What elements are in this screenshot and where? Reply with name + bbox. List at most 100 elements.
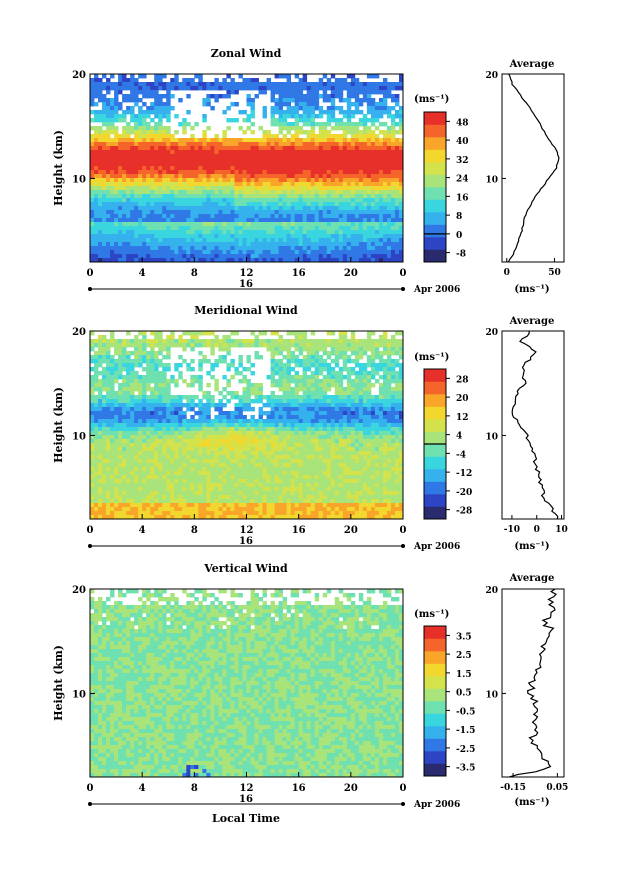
heatmap-cell <box>186 339 191 344</box>
heatmap-cell <box>98 182 103 187</box>
heatmap-cell <box>310 343 316 348</box>
heatmap-cell <box>338 186 344 191</box>
heatmap-cell <box>226 86 231 91</box>
heatmap-cell <box>386 383 392 388</box>
heatmap-cell <box>302 174 308 179</box>
heatmap-cell <box>254 146 259 151</box>
heatmap-cell <box>378 415 384 420</box>
heatmap-cell <box>270 110 275 115</box>
heatmap-cell <box>334 174 340 179</box>
heatmap-cell <box>106 78 111 83</box>
heatmap-cell <box>346 411 352 416</box>
heatmap-cell <box>146 226 151 231</box>
heatmap-cell <box>318 154 324 159</box>
heatmap-cell <box>142 142 147 147</box>
heatmap-cell <box>254 431 259 436</box>
heatmap-cell <box>154 238 159 243</box>
heatmap-cell <box>162 254 167 259</box>
heatmap-cell <box>346 210 352 215</box>
heatmap-cell <box>334 138 340 143</box>
heatmap-cell <box>174 182 179 187</box>
heatmap-cell <box>222 170 227 175</box>
heatmap-cell <box>102 226 107 231</box>
heatmap-cell <box>310 238 316 243</box>
heatmap-cell <box>222 86 227 91</box>
heatmap-cell <box>290 94 296 99</box>
heatmap-cell <box>350 138 356 143</box>
heatmap-cell <box>106 387 111 392</box>
heatmap-cell <box>158 431 163 436</box>
heatmap-cell <box>294 242 300 247</box>
heatmap-cell <box>370 242 376 247</box>
heatmap-cell <box>398 106 404 111</box>
heatmap-cell <box>94 110 99 115</box>
heatmap-cell <box>166 138 171 143</box>
heatmap-cell <box>334 359 340 364</box>
heatmap-cell <box>134 234 139 239</box>
heatmap-cell <box>210 435 215 440</box>
heatmap-cell <box>358 395 364 400</box>
heatmap-cell <box>282 110 288 115</box>
heatmap-cell <box>138 331 143 336</box>
heatmap-cell <box>186 395 191 400</box>
heatmap-cell <box>226 415 231 420</box>
heatmap-cell <box>266 242 271 247</box>
heatmap-cell <box>206 190 211 195</box>
heatmap-cell <box>234 419 239 424</box>
heatmap-cell <box>310 194 316 199</box>
heatmap-cell <box>102 375 107 380</box>
heatmap-cell <box>182 339 187 344</box>
heatmap-cell <box>302 166 308 171</box>
heatmap-cell <box>370 178 376 183</box>
heatmap-cell <box>370 122 376 127</box>
heatmap-cell <box>158 122 163 127</box>
heatmap-cell <box>174 222 179 227</box>
heatmap-cell <box>210 347 215 352</box>
heatmap-cell <box>290 166 296 171</box>
heatmap-cell <box>90 202 95 207</box>
heatmap-cell <box>334 154 340 159</box>
heatmap-cell <box>110 86 115 91</box>
heatmap-cell <box>182 347 187 352</box>
heatmap-cell <box>134 383 139 388</box>
heatmap-cell <box>162 246 167 251</box>
heatmap-cell <box>134 102 139 107</box>
heatmap-cell <box>370 222 376 227</box>
heatmap-cell <box>278 198 284 203</box>
heatmap-cell <box>386 174 392 179</box>
heatmap-cell <box>394 198 400 203</box>
heatmap-cell <box>218 359 223 364</box>
heatmap-cell <box>238 222 243 227</box>
heatmap-cell <box>190 395 195 400</box>
heatmap-cell <box>182 122 187 127</box>
date-line-start-dot <box>88 287 92 291</box>
heatmap-cell <box>110 403 115 408</box>
heatmap-cell <box>202 170 207 175</box>
heatmap-cell <box>238 158 243 163</box>
heatmap-cell <box>118 347 123 352</box>
heatmap-cell <box>262 435 267 440</box>
heatmap-cell <box>226 106 231 111</box>
heatmap-cell <box>246 339 251 344</box>
heatmap-cell <box>154 242 159 247</box>
heatmap-cell <box>290 375 296 380</box>
heatmap-cell <box>246 427 251 432</box>
heatmap-cell <box>154 74 159 79</box>
heatmap-cell <box>386 391 392 396</box>
heatmap-cell <box>134 118 139 123</box>
heatmap-cell <box>298 198 304 203</box>
heatmap-cell <box>262 210 267 215</box>
heatmap-cell <box>382 331 388 336</box>
heatmap-cell <box>302 78 308 83</box>
heatmap-cell <box>94 367 99 372</box>
heatmap-cell <box>378 339 384 344</box>
heatmap-cell <box>118 258 123 263</box>
heatmap-cell <box>266 222 271 227</box>
heatmap-cell <box>134 254 139 259</box>
heatmap-cell <box>306 82 312 87</box>
heatmap-cell <box>166 114 171 119</box>
heatmap-cell <box>342 206 348 211</box>
heatmap-cell <box>210 182 215 187</box>
heatmap-cell <box>174 138 179 143</box>
